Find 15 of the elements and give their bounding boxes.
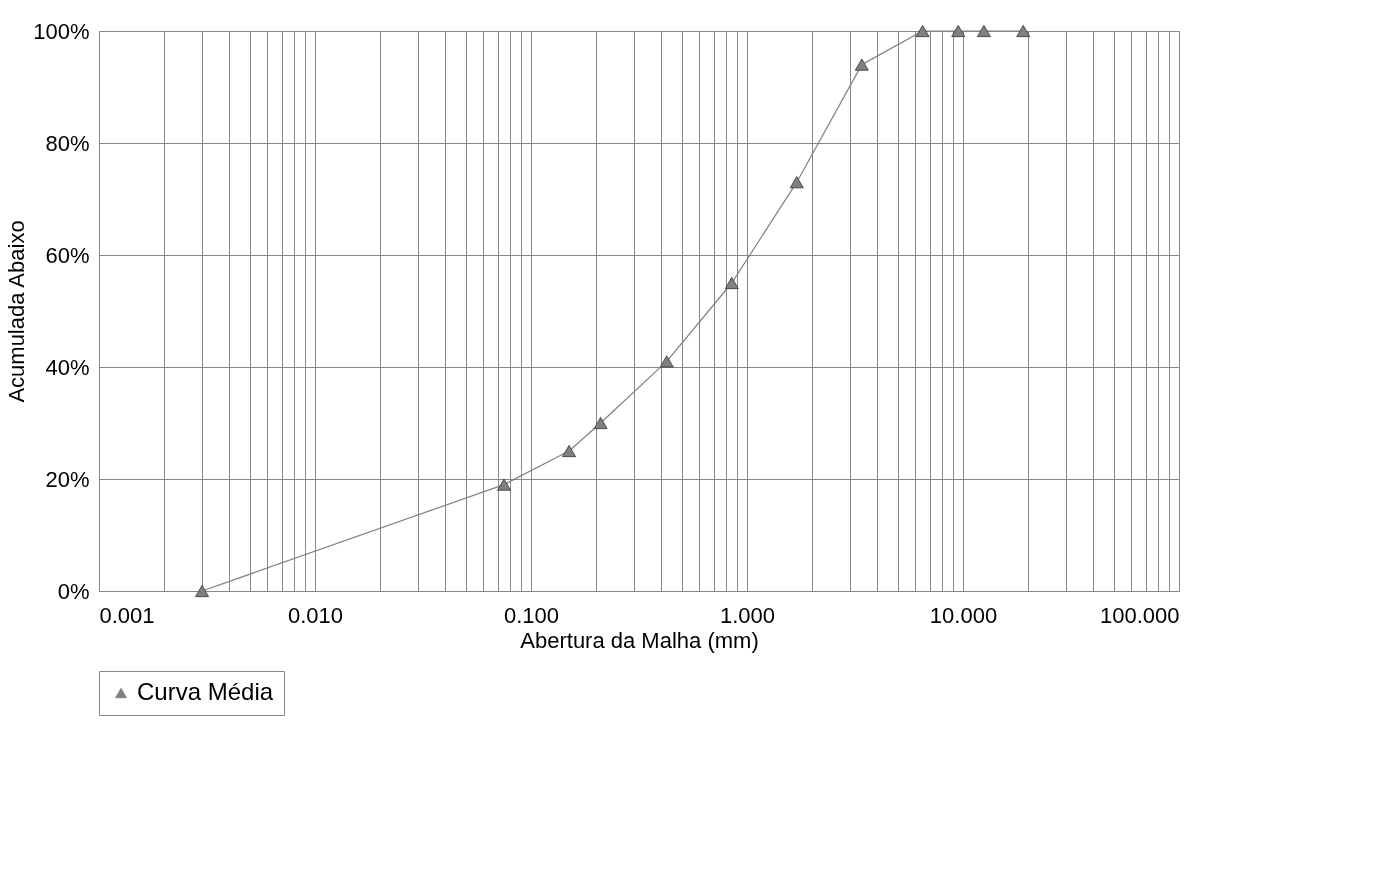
x-tick-label: 1.000 [719, 602, 776, 628]
y-axis-title: Acumulada Abaixo [4, 220, 30, 403]
y-tick-label: 20% [45, 466, 90, 492]
x-tick-label: 0.100 [503, 602, 560, 628]
x-tick-label: 0.010 [287, 602, 344, 628]
x-tick-label: 0.001 [99, 602, 155, 628]
x-tick-label: 100.000 [1099, 602, 1180, 628]
x-axis-title: Abertura da Malha (mm) [520, 627, 759, 653]
y-tick-label: 0% [57, 578, 90, 604]
y-tick-label: 60% [45, 242, 90, 268]
legend-label: Curva Média [137, 678, 274, 705]
x-tick-label: 10.000 [929, 602, 998, 628]
y-tick-label: 80% [45, 130, 90, 156]
y-tick-label: 100% [33, 18, 90, 44]
y-tick-label: 40% [45, 354, 90, 380]
